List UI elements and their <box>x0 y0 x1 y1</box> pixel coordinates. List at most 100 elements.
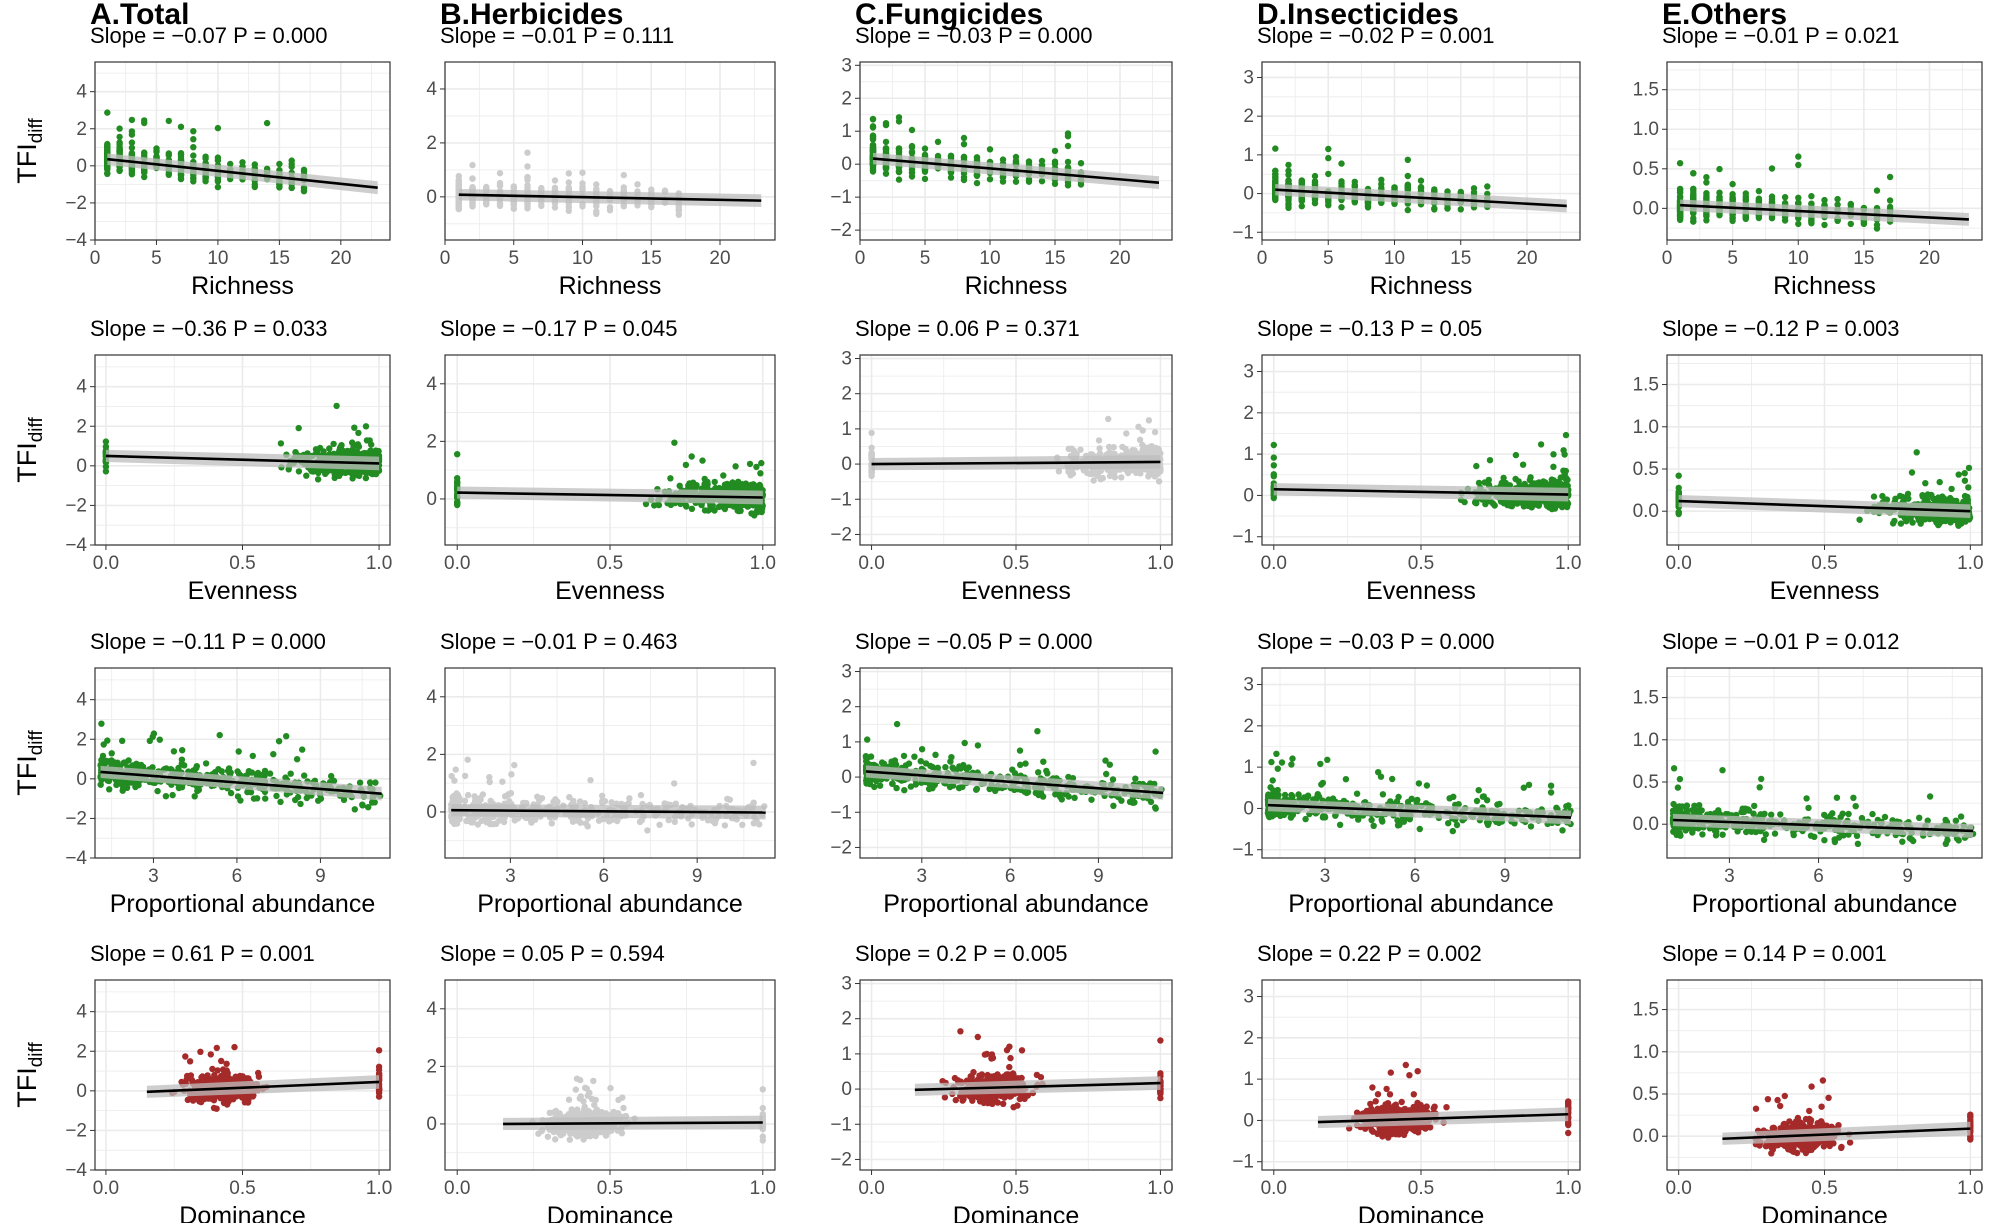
data-point <box>620 203 627 210</box>
data-point <box>1729 217 1736 225</box>
y-tick-label: 0 <box>841 154 852 175</box>
data-point <box>1417 185 1425 193</box>
data-point <box>116 167 123 175</box>
data-point <box>214 124 222 132</box>
data-point <box>882 138 890 146</box>
x-axis-title: Evenness <box>1770 577 1880 605</box>
y-tick-label: 0 <box>426 489 437 510</box>
data-point <box>1145 417 1153 424</box>
data-point <box>154 787 161 795</box>
data-point <box>1338 160 1345 167</box>
data-point <box>1676 189 1684 196</box>
data-point <box>483 183 490 191</box>
y-axis-title: TFIdiff <box>12 118 47 184</box>
data-point <box>1285 167 1292 174</box>
x-tick-label: 0 <box>1257 248 1268 269</box>
data-point <box>288 163 295 170</box>
data-point <box>1690 170 1697 177</box>
data-point <box>351 424 358 431</box>
data-point <box>1955 471 1962 478</box>
y-tick-label: 3 <box>1243 362 1254 383</box>
data-point <box>363 437 371 444</box>
data-point <box>1090 477 1097 484</box>
x-tick-label: 1.0 <box>750 553 776 574</box>
data-point <box>355 443 363 450</box>
data-point <box>1025 158 1033 165</box>
data-point <box>1561 471 1568 478</box>
x-axis-title: Evenness <box>961 577 1071 605</box>
data-point <box>1486 457 1494 464</box>
data-point <box>1690 187 1697 195</box>
data-point <box>620 171 627 179</box>
data-point <box>326 445 333 452</box>
x-tick-label: 15 <box>1853 248 1874 269</box>
data-point <box>455 172 462 180</box>
data-point <box>551 177 559 184</box>
data-point <box>128 128 136 135</box>
data-point <box>1961 470 1968 477</box>
data-point <box>104 169 111 177</box>
data-point <box>1729 180 1736 188</box>
x-tick-label: 0.5 <box>597 553 623 574</box>
data-point <box>165 152 172 159</box>
data-point <box>1795 220 1802 228</box>
x-tick-label: 0 <box>90 248 101 269</box>
data-point <box>1703 174 1710 181</box>
x-tick-label: 5 <box>1323 248 1334 269</box>
data-point <box>1526 476 1534 484</box>
data-point <box>1873 221 1881 229</box>
data-point <box>732 463 739 470</box>
x-axis-title: Richness <box>559 272 662 300</box>
slope-annotation: Slope = −0.17 P = 0.045 <box>440 316 678 341</box>
data-point <box>682 461 690 469</box>
data-point <box>202 760 210 767</box>
data-point <box>141 149 148 156</box>
x-tick-label: 15 <box>641 248 662 269</box>
data-point <box>735 507 742 515</box>
data-point <box>895 145 903 153</box>
y-axis-title-main: TFI <box>12 143 42 184</box>
data-point <box>1270 462 1278 469</box>
data-point <box>868 444 875 451</box>
data-point <box>1151 469 1158 476</box>
data-point <box>1922 480 1929 487</box>
data-point <box>227 160 234 168</box>
data-point <box>1285 161 1292 169</box>
x-axis-title: Evenness <box>1366 577 1476 605</box>
data-point <box>104 109 111 116</box>
data-point <box>303 472 310 479</box>
data-point <box>1475 479 1483 487</box>
column-title: B.Herbicides <box>440 0 623 31</box>
data-point <box>1270 473 1278 480</box>
data-point <box>1821 196 1828 204</box>
y-tick-label: 4 <box>76 377 87 398</box>
data-point <box>648 186 655 193</box>
data-point <box>999 178 1007 185</box>
data-point <box>746 460 754 468</box>
data-point <box>128 144 136 151</box>
data-point <box>297 800 304 808</box>
data-point <box>292 449 299 456</box>
data-point <box>292 796 299 804</box>
x-tick-label: 20 <box>709 248 730 269</box>
y-tick-label: 0 <box>841 454 852 475</box>
data-point <box>934 152 942 160</box>
data-point <box>1550 463 1557 470</box>
data-point <box>1873 187 1881 194</box>
data-point <box>868 452 875 459</box>
data-point <box>593 181 600 188</box>
data-point <box>565 170 572 177</box>
data-point <box>1557 480 1564 488</box>
x-tick-label: 1.0 <box>1957 553 1983 574</box>
data-point <box>128 167 136 175</box>
data-point <box>908 173 916 180</box>
data-point <box>579 203 586 210</box>
data-point <box>216 731 223 739</box>
column-title: D.Insecticides <box>1257 0 1459 31</box>
x-tick-label: 0.0 <box>444 553 470 574</box>
data-point <box>1457 188 1465 196</box>
data-point <box>276 160 283 168</box>
data-point <box>1768 196 1776 203</box>
data-point <box>1298 203 1306 210</box>
data-point <box>524 184 531 191</box>
